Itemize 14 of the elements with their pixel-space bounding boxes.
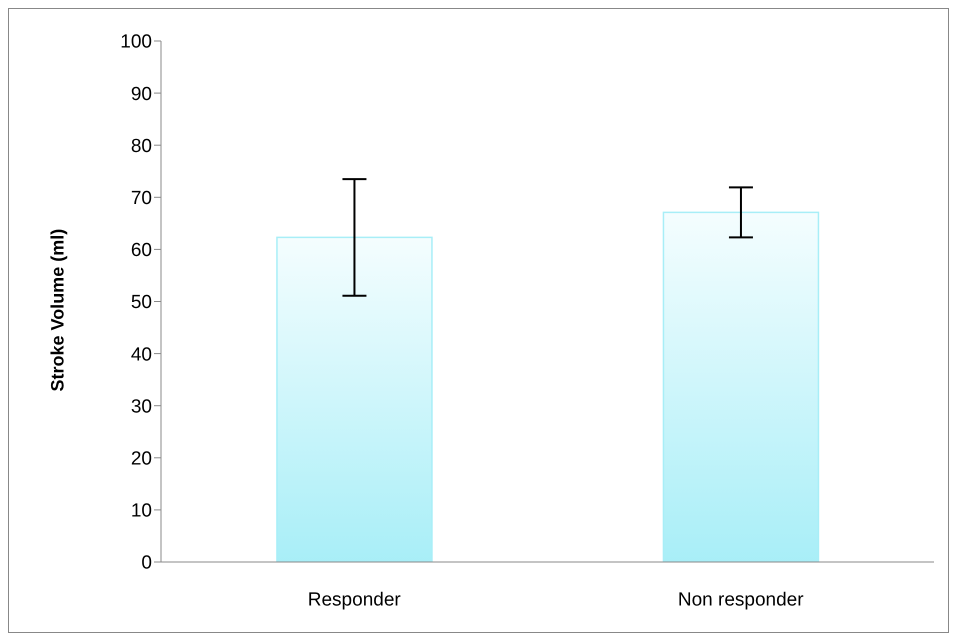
y-tick-label: 30 bbox=[130, 396, 152, 418]
y-tick-label: 60 bbox=[130, 240, 152, 262]
y-axis-title: Stroke Volume (ml) bbox=[47, 228, 68, 392]
y-tick-label: 70 bbox=[130, 188, 152, 210]
y-tick-label: 80 bbox=[130, 136, 152, 157]
y-tick-label: 90 bbox=[130, 84, 152, 105]
y-tick-label: 40 bbox=[130, 344, 152, 366]
x-tick-label: Non responder bbox=[678, 589, 804, 610]
y-tick-label: 10 bbox=[130, 500, 152, 522]
y-tick-label: 20 bbox=[130, 448, 152, 470]
x-tick-label: Responder bbox=[308, 589, 402, 610]
y-tick-label: 100 bbox=[120, 32, 152, 53]
y-tick-label: 0 bbox=[141, 552, 152, 574]
y-tick-label: 50 bbox=[130, 292, 152, 314]
